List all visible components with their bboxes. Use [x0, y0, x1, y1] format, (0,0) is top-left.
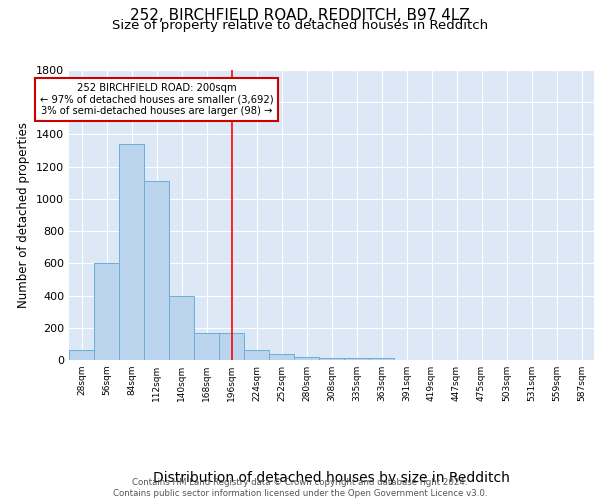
Bar: [169, 296, 194, 360]
Text: Contains HM Land Registry data © Crown copyright and database right 2024.
Contai: Contains HM Land Registry data © Crown c…: [113, 478, 487, 498]
Bar: [144, 181, 169, 360]
Bar: [369, 358, 394, 360]
Bar: [119, 144, 144, 360]
X-axis label: Distribution of detached houses by size in Redditch: Distribution of detached houses by size …: [153, 470, 510, 484]
Bar: [94, 264, 119, 360]
Bar: [69, 350, 94, 360]
Bar: [319, 358, 344, 360]
Text: 252, BIRCHFIELD ROAD, REDDITCH, B97 4LZ: 252, BIRCHFIELD ROAD, REDDITCH, B97 4LZ: [130, 8, 470, 22]
Bar: [244, 350, 269, 360]
Y-axis label: Number of detached properties: Number of detached properties: [17, 122, 31, 308]
Text: Size of property relative to detached houses in Redditch: Size of property relative to detached ho…: [112, 18, 488, 32]
Bar: [269, 354, 294, 360]
Bar: [294, 357, 319, 360]
Bar: [194, 332, 219, 360]
Bar: [219, 334, 244, 360]
Bar: [344, 358, 369, 360]
Text: 252 BIRCHFIELD ROAD: 200sqm
← 97% of detached houses are smaller (3,692)
3% of s: 252 BIRCHFIELD ROAD: 200sqm ← 97% of det…: [40, 83, 274, 116]
